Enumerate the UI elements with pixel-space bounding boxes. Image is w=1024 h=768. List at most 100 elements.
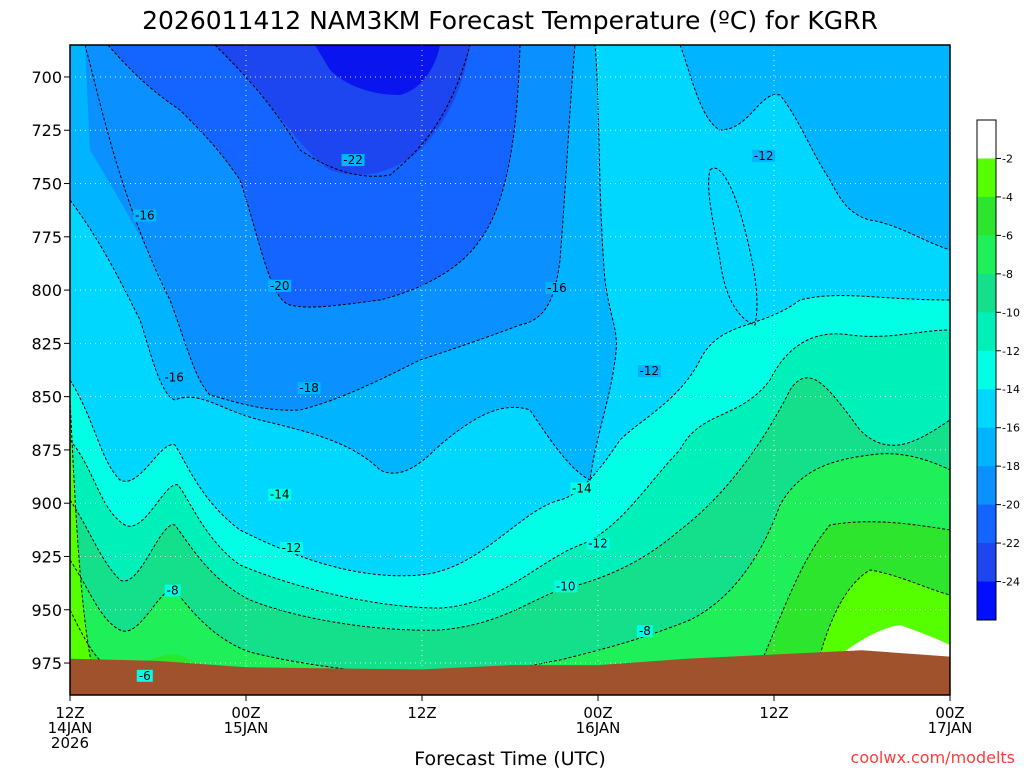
contour-minus18 [84,45,576,411]
colorbar-segment [977,273,996,313]
colorbar-label: -4 [1002,191,1013,204]
plot-area [70,45,950,695]
colorbar-label: -24 [1002,576,1020,589]
contour-label-bg [554,580,578,593]
y-tick-label: 700 [31,68,62,87]
contour-labels: -22 -20 -18 -16 -16 -16 -14 -14 -12 -12 -12 -12 -10 -… [133,149,776,683]
y-tick-label: 900 [31,494,62,513]
contour-label-bg [279,541,303,554]
contour-label-bg [268,488,292,501]
contour-label-bg [545,281,569,294]
y-tick-label: 725 [31,121,62,140]
contour-label-bg [268,279,292,292]
contour-label-bg [341,154,365,167]
ground-surface [70,650,950,695]
contour-label-bg [164,584,181,597]
contour-minus14 [70,295,950,577]
contour-label-bg [162,371,186,384]
y-tick-label: 775 [31,228,62,247]
contour-label: -6 [139,669,151,683]
colorbar-segment [977,196,996,236]
colorbar-segment [977,158,996,198]
y-tick-label: 800 [31,281,62,300]
chart-title: 2026011412 NAM3KM Forecast Temperature (… [142,6,878,35]
colorbar-segment [977,350,996,390]
contour-label: -20 [270,279,290,293]
x-tick-label: 12Z [407,704,436,722]
contour-minus20 [107,45,521,308]
contour-label: -22 [343,153,363,167]
x-tick-label: 00Z [231,704,260,722]
contour-label: -18 [299,381,319,395]
contour-label: -8 [167,584,179,598]
x-axis-label: Forecast Time (UTC) [414,748,605,768]
colorbar-label: -8 [1002,268,1013,281]
contour-label: -16 [164,370,184,384]
y-tick-label: 850 [31,388,62,407]
contour-label-bg [297,382,321,395]
contour-minus16 [70,45,617,481]
colorbar-segment [977,543,996,583]
colorbar-segment [977,235,996,275]
contour-label: -12 [754,149,774,163]
x-tick-label: 12Z [759,704,788,722]
contour-label: -8 [639,624,651,638]
contour-label: -16 [135,208,155,222]
colorbar-label: -2 [1002,152,1013,165]
contour-label: -10 [556,579,576,593]
contour-label-bg [637,365,661,378]
contour-label: -14 [572,481,592,495]
contour-label-bg [636,625,653,638]
x-tick-label: 2026 [51,734,89,752]
colorbar-segment [977,581,996,621]
x-tick-label: 14JAN [48,719,93,737]
contour-label-bg [570,482,594,495]
colorbar-segment [977,427,996,467]
x-tick-label: 00Z [583,704,612,722]
contour-minus12-cell [708,167,758,326]
colorbar-label: -18 [1002,460,1020,473]
fill-minus6-region [70,453,950,695]
contour-minus12 [70,329,950,609]
colorbar-label: -16 [1002,422,1020,435]
colorbar-segment [977,389,996,429]
x-tick-label: 16JAN [576,719,621,737]
credit-link[interactable]: coolwx.com/modelts [851,748,1015,767]
colorbar-label: -6 [1002,229,1013,242]
colorbar-segment [977,312,996,352]
x-tick-label: 12Z [55,704,84,722]
contour-label-bg [752,149,776,162]
fill-minus24-region [315,45,440,95]
colorbar-segment [977,466,996,506]
contour-label-bg [136,669,153,682]
x-tick-label: 00Z [935,704,964,722]
x-tick-label: 17JAN [928,719,973,737]
y-tick-label: 875 [31,441,62,460]
contour-minus22 [214,45,471,177]
contour-label: -14 [270,488,290,502]
contour-label: -16 [547,281,567,295]
colorbar-segment [977,120,996,159]
contour-label-bg [586,537,610,550]
contour-label: -12 [640,364,660,378]
y-tick-label: 750 [31,175,62,194]
plot-frame [69,44,951,696]
grid-lines [70,45,950,695]
colorbar-label: -20 [1002,499,1020,512]
y-tick-label: 975 [31,654,62,673]
colorbar-label: -10 [1002,306,1020,319]
contour-minus10 [70,377,950,631]
colorbar-frame [976,119,997,621]
colorbar-segment [977,504,996,544]
colorbar-label: -12 [1002,345,1020,358]
y-tick-label: 950 [31,601,62,620]
y-axis: 700 725 750 775 800 825 850 875 900 925 950 975 [31,68,70,673]
contour-minus16-right [679,45,950,251]
contour-label: -12 [282,541,302,555]
y-tick-label: 925 [31,547,62,566]
colorbar: -2 -4 -6 -8 -10 -12 -14 -16 -18 -20 -22 -24 [976,119,1020,621]
x-tick-label: 15JAN [224,719,269,737]
colorbar-label: -22 [1002,537,1020,550]
contour-label-bg [133,209,157,222]
